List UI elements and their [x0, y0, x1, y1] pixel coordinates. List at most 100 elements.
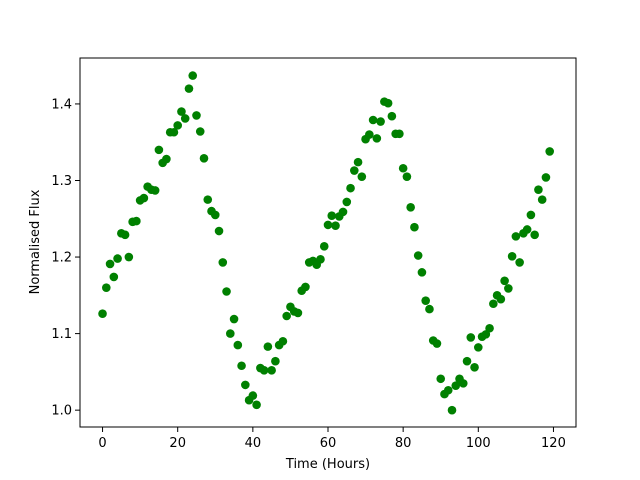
data-point: [522, 225, 532, 234]
y-tick-label: 1.0: [51, 404, 72, 419]
data-point: [425, 304, 434, 314]
data-point: [124, 252, 134, 262]
data-point: [192, 111, 201, 120]
data-point: [199, 153, 209, 163]
data-point: [346, 183, 355, 193]
y-tick-label: 1.3: [51, 174, 72, 189]
data-point: [545, 147, 554, 156]
data-point: [162, 154, 171, 164]
data-point: [511, 232, 521, 241]
data-point: [177, 107, 186, 116]
data-point: [102, 283, 111, 292]
data-point: [150, 186, 160, 195]
data-point: [132, 216, 141, 226]
data-point: [109, 272, 119, 282]
data-point: [241, 380, 250, 390]
data-point: [350, 166, 359, 175]
data-point: [293, 308, 303, 318]
data-point: [447, 405, 457, 415]
data-point: [278, 336, 288, 346]
data-point: [365, 130, 374, 139]
data-point: [515, 258, 524, 267]
data-point: [485, 323, 494, 333]
data-point: [395, 129, 404, 139]
data-point: [180, 114, 190, 123]
data-point: [139, 193, 149, 203]
data-point: [323, 220, 333, 230]
data-point: [98, 309, 107, 318]
data-point: [507, 251, 517, 261]
x-tick-label: 80: [395, 436, 412, 451]
data-point: [443, 385, 453, 395]
data-point: [417, 268, 427, 277]
x-tick-label: 40: [245, 436, 262, 451]
data-point: [237, 361, 246, 371]
y-tick-label: 1.2: [51, 251, 72, 266]
data-point: [421, 296, 430, 305]
data-point: [226, 329, 235, 338]
data-point: [222, 287, 231, 296]
data-point: [301, 282, 310, 292]
data-point: [458, 379, 468, 388]
data-point: [169, 127, 179, 137]
data-point: [214, 226, 224, 236]
data-point: [383, 98, 393, 108]
data-point: [500, 276, 509, 286]
y-tick-label: 1.4: [51, 97, 72, 112]
data-point: [252, 400, 261, 410]
data-point: [368, 115, 378, 125]
data-point: [451, 381, 461, 390]
data-point: [413, 251, 423, 260]
data-point: [398, 163, 408, 173]
data-point: [466, 333, 476, 342]
data-point: [120, 230, 130, 240]
data-point: [342, 197, 352, 207]
data-point: [357, 172, 367, 181]
y-axis-label: Normalised Flux: [28, 189, 43, 294]
data-point: [541, 173, 551, 182]
y-tick-label: 1.1: [51, 327, 72, 342]
data-point: [271, 356, 280, 366]
data-point: [534, 185, 543, 194]
data-point: [530, 230, 539, 240]
data-point: [474, 343, 483, 352]
x-tick-label: 120: [541, 436, 566, 451]
data-point: [113, 254, 122, 263]
data-point: [327, 211, 337, 221]
data-point: [526, 210, 536, 220]
data-point: [353, 157, 363, 167]
data-point: [267, 366, 276, 375]
x-tick-label: 0: [98, 436, 106, 451]
data-point: [470, 362, 479, 372]
data-point: [319, 242, 329, 251]
data-point: [504, 284, 513, 293]
x-tick-group: 0 20 40 60 80 100 120: [98, 427, 566, 451]
data-point: [282, 311, 291, 321]
x-axis-label: Time (Hours): [285, 457, 370, 472]
data-point: [210, 210, 220, 220]
data-point: [387, 111, 397, 121]
data-point: [331, 221, 340, 230]
data-point: [496, 294, 506, 304]
data-points: [98, 71, 554, 415]
data-point: [105, 259, 115, 269]
data-point: [410, 222, 419, 232]
data-point: [195, 127, 205, 136]
data-point: [218, 258, 228, 267]
data-point: [376, 117, 385, 126]
data-point: [173, 121, 182, 130]
data-point: [259, 366, 269, 375]
data-point: [154, 145, 164, 155]
data-point: [462, 356, 472, 366]
data-point: [229, 314, 239, 324]
data-point: [316, 255, 325, 264]
data-point: [263, 342, 273, 351]
data-point: [188, 71, 198, 80]
y-tick-group: 1.0 1.1 1.2 1.3 1.4: [51, 97, 80, 419]
data-point: [248, 391, 258, 400]
data-point: [537, 195, 547, 204]
data-point: [489, 299, 498, 309]
x-tick-label: 20: [169, 436, 186, 451]
